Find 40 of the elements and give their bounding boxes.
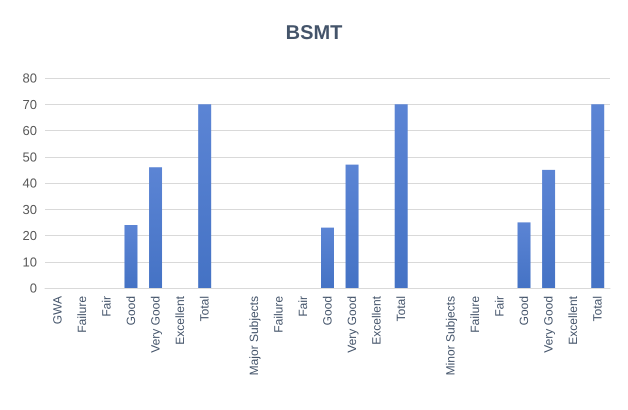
x-tick-label: Excellent	[173, 295, 188, 345]
x-tick-label: Failure	[271, 296, 286, 333]
bar	[591, 104, 604, 288]
x-tick-label: Total	[590, 296, 605, 322]
x-tick-label: Fair	[296, 296, 310, 317]
x-tick-label: Excellent	[370, 295, 384, 345]
bar	[394, 104, 408, 288]
y-tick-label: 20	[22, 228, 37, 243]
x-tick-label: Very Good	[345, 296, 360, 353]
y-tick-label: 70	[22, 96, 37, 112]
x-tick-label: Good	[124, 296, 138, 326]
x-tick-label: Fair	[492, 296, 506, 317]
chart-title: BSMT	[286, 22, 342, 44]
x-tick-label: Very Good	[148, 296, 163, 353]
y-tick-label: 50	[22, 149, 37, 164]
x-tick-label: Fair	[99, 296, 114, 317]
y-tick-label: 10	[22, 254, 37, 270]
x-tick-label: Good	[320, 296, 334, 326]
y-tick-label: 60	[22, 123, 37, 138]
y-tick-label: 80	[22, 70, 37, 86]
y-tick-label: 0	[30, 280, 37, 296]
x-tick-label: Total	[394, 296, 408, 322]
bar	[198, 104, 212, 288]
bar	[518, 222, 531, 288]
bar	[149, 167, 162, 288]
x-tick-label: Major Subjects	[246, 296, 261, 376]
bar	[321, 228, 334, 288]
x-tick-label: Very Good	[542, 296, 556, 353]
y-tick-label: 30	[22, 202, 37, 217]
x-tick-label: Failure	[74, 296, 89, 333]
x-tick-label: Minor Subjects	[443, 296, 458, 376]
bar	[346, 164, 359, 288]
x-tick-label: Failure	[468, 296, 482, 333]
x-tick-label: Good	[517, 296, 532, 326]
x-tick-label: GWA	[50, 296, 64, 324]
x-tick-label: Excellent	[566, 295, 580, 345]
bar	[124, 225, 138, 288]
x-tick-label: Total	[198, 296, 212, 322]
y-tick-label: 40	[22, 176, 37, 190]
bar	[542, 170, 556, 288]
